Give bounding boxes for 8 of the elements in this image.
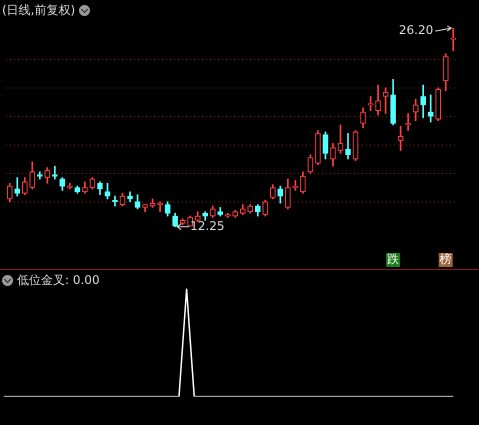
annotation: 26.20: [398, 23, 434, 38]
candlestick: [112, 196, 118, 206]
chart-title: (日线,前复权): [2, 2, 76, 19]
chart-title: 低位金叉: 0.00: [17, 272, 100, 289]
text: 榜: [440, 252, 452, 266]
annotation: 12.25: [190, 218, 224, 233]
candlestick: [345, 133, 351, 160]
text: 跌: [387, 252, 400, 266]
